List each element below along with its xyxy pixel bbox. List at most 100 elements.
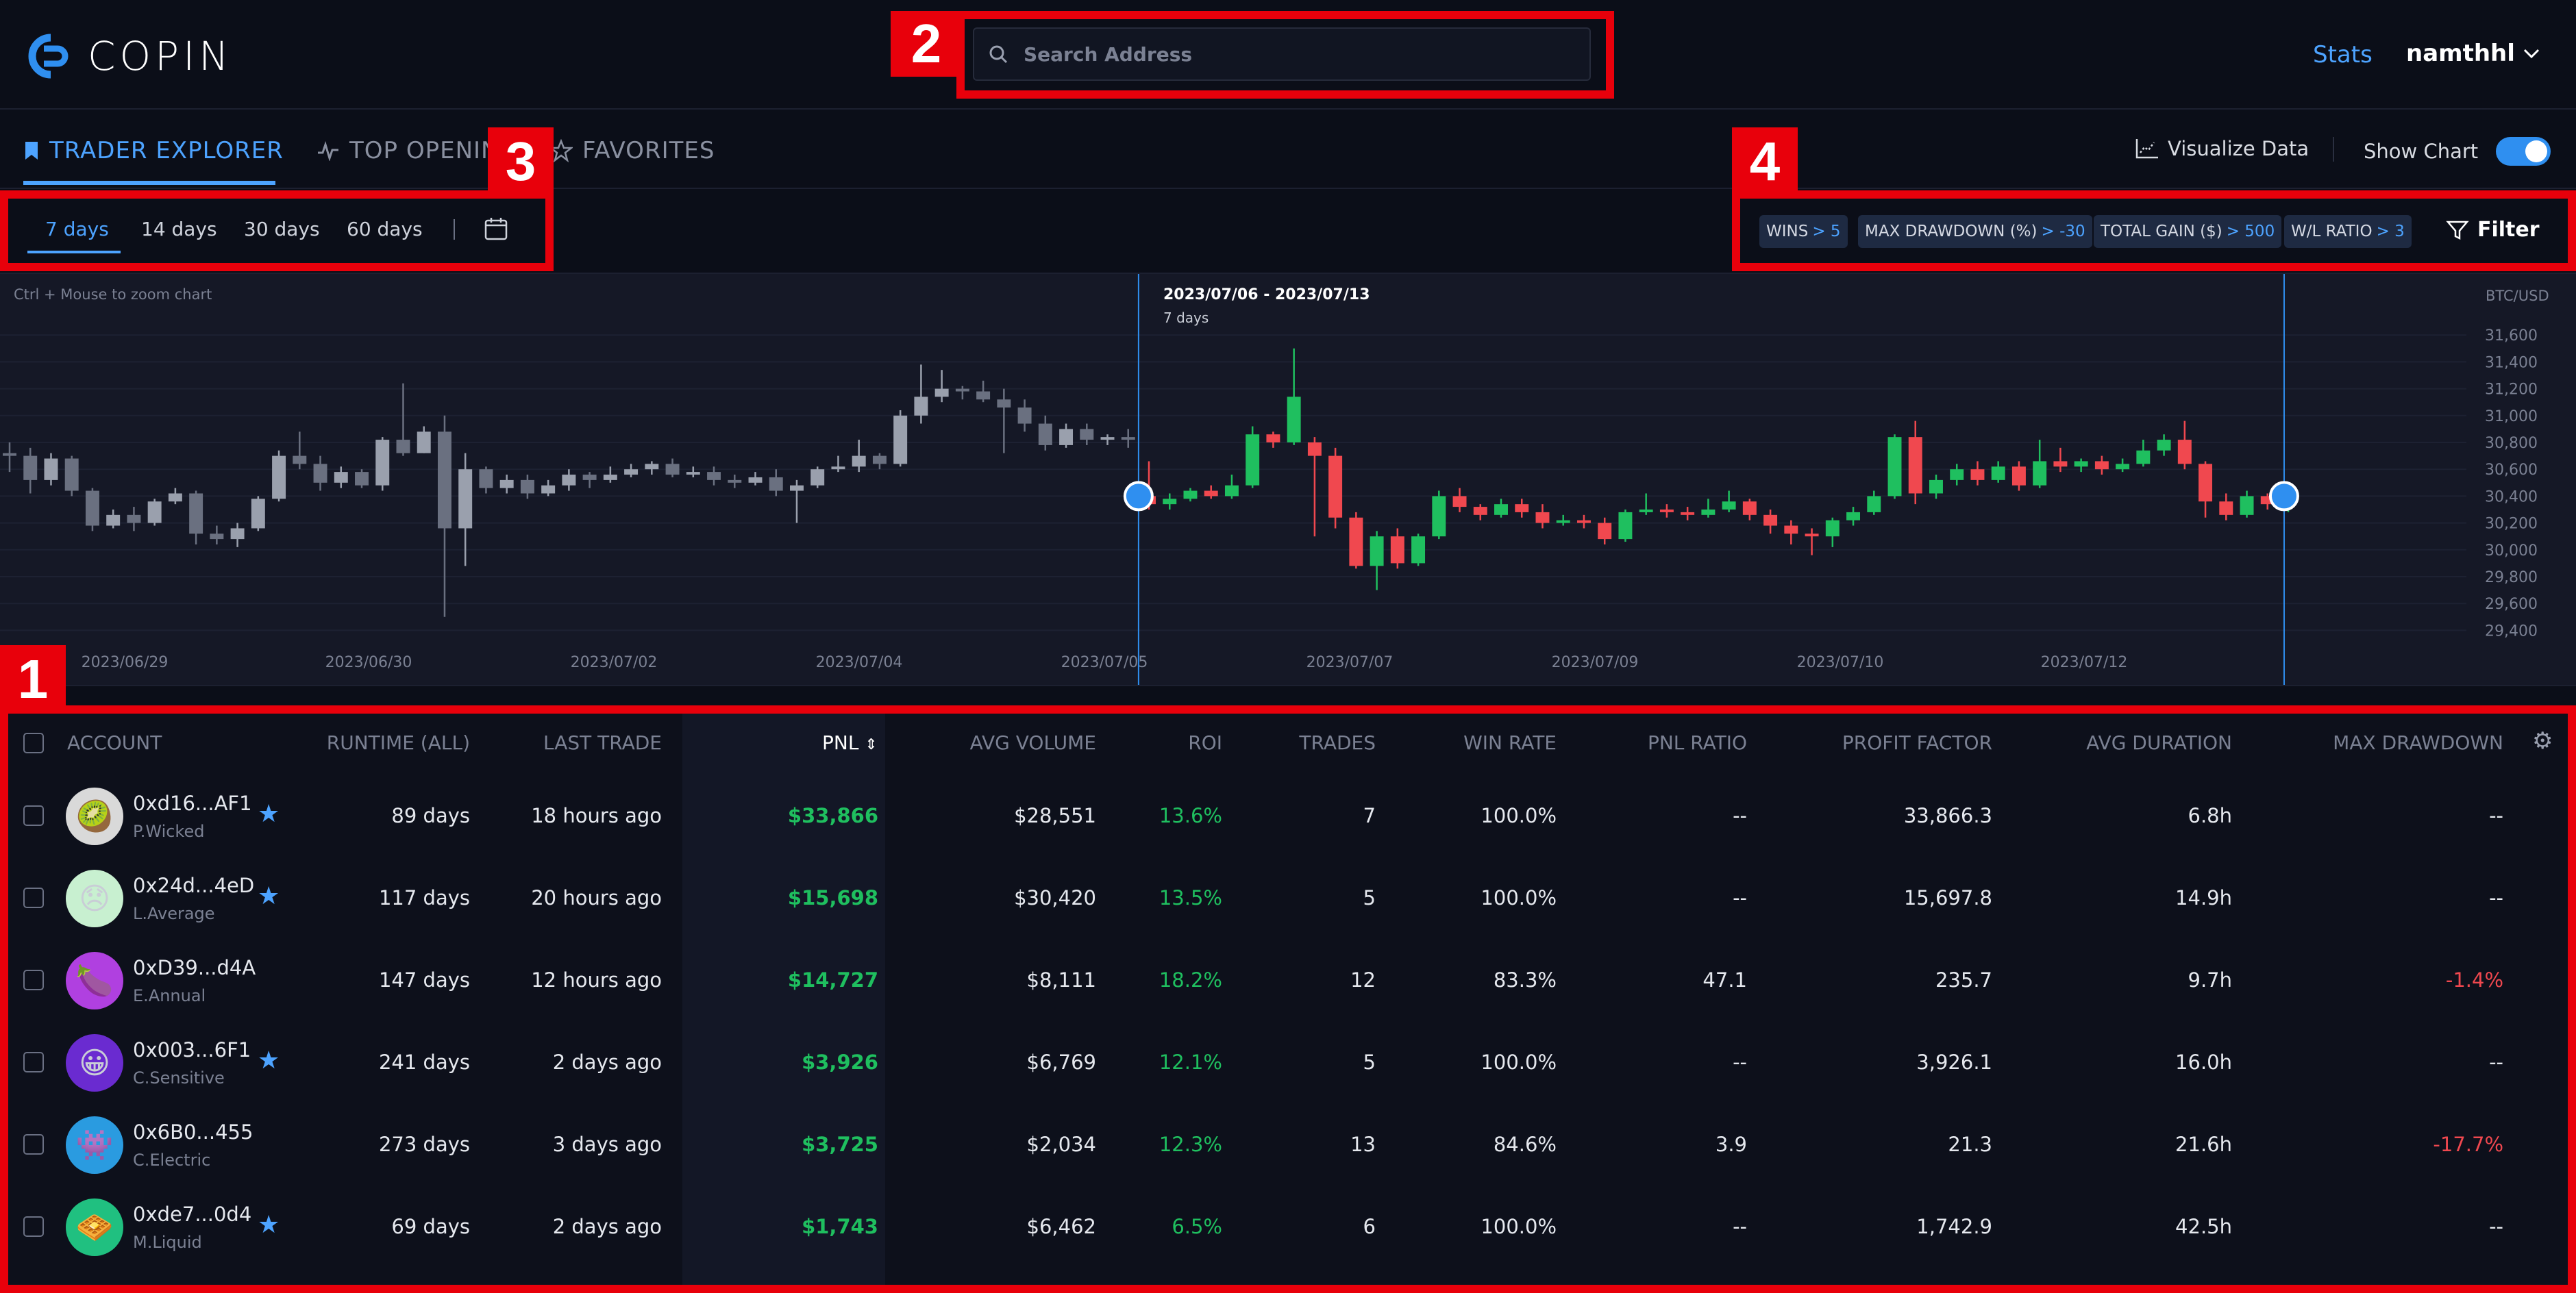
period-7-days[interactable]: 7 days (45, 218, 109, 240)
gear-icon[interactable]: ⚙ (2532, 727, 2553, 755)
calendar-icon[interactable] (484, 216, 508, 241)
cell-max-drawdown: -17.7% (2433, 1133, 2503, 1156)
header-max-drawdown[interactable]: MAX DRAWDOWN (2333, 731, 2503, 754)
header-roi[interactable]: ROI (1188, 731, 1222, 754)
row-checkbox[interactable] (23, 1052, 44, 1072)
trader-address[interactable]: 0xde7...0d4 (133, 1203, 252, 1226)
candle-body (728, 479, 742, 483)
cell-last-trade: 20 hours ago (531, 886, 662, 909)
candle-body (1328, 455, 1343, 518)
cell-profit-factor: 21.3 (1948, 1133, 1992, 1156)
y-tick-label: 30,000 (2485, 542, 2538, 560)
chip-label: MAX DRAWDOWN (%) (1865, 223, 2038, 240)
cell-last-trade: 2 days ago (552, 1051, 662, 1074)
candle-body (1038, 423, 1052, 445)
header-win-rate[interactable]: WIN RATE (1463, 731, 1557, 754)
candlestick-chart[interactable]: 31,600 31,400 31,200 31,000 30,800 30,600 30,4… (0, 274, 2576, 685)
candle-body (3, 453, 16, 456)
row-checkbox[interactable] (23, 1216, 44, 1237)
search-icon (989, 45, 1008, 64)
header-avg-duration[interactable]: AVG DURATION (2086, 731, 2232, 754)
candle-body (44, 458, 58, 480)
avatar[interactable]: 🍆 (66, 952, 123, 1009)
trader-address[interactable]: 0xd16...AF1 (133, 792, 252, 815)
table-row[interactable]: 🍆 0xD39...d4A E.Annual 147 days 12 hours ago… (0, 941, 2576, 1023)
trader-address[interactable]: 0x24d...4eD (133, 874, 255, 897)
candle-body (1659, 510, 1674, 512)
row-checkbox[interactable] (23, 1134, 44, 1155)
table-row[interactable]: 🧇 0xde7...0d4 M.Liquid ★ 69 days 2 days ago $1… (0, 1188, 2576, 1270)
star-icon[interactable]: ★ (258, 1046, 280, 1075)
header-last-trade[interactable]: LAST TRADE (543, 731, 662, 754)
header-pnl-ratio[interactable]: PNL RATIO (1647, 731, 1747, 754)
avatar[interactable]: 🥝 (66, 788, 123, 845)
trader-address[interactable]: 0x003...6F1 (133, 1038, 251, 1062)
annotation-label-2: 2 (891, 11, 962, 77)
row-checkbox[interactable] (23, 970, 44, 990)
tab-trader-explorer[interactable]: TRADER EXPLORER (23, 137, 284, 164)
avatar[interactable]: 👾 (66, 1116, 123, 1174)
candle-body (1080, 429, 1094, 440)
header-pnl[interactable]: PNL ⇕ (822, 731, 878, 754)
candle-body (1515, 504, 1529, 512)
cell-last-trade: 18 hours ago (531, 804, 662, 827)
table-row[interactable]: 😀 0x003...6F1 C.Sensitive ★ 241 days 2 days a… (0, 1023, 2576, 1105)
search-box[interactable] (973, 27, 1591, 81)
filter-chip-max-drawdown[interactable]: MAX DRAWDOWN (%) > -30 (1858, 215, 2092, 248)
tab-favorites[interactable]: FAVORITES (549, 137, 715, 164)
header-profit-factor[interactable]: PROFIT FACTOR (1842, 731, 1992, 754)
period-60-days[interactable]: 60 days (347, 218, 423, 240)
candle-body (1908, 437, 1922, 494)
copin-logo[interactable]: COPIN (23, 33, 233, 79)
candle-body (624, 469, 639, 475)
range-end-handle[interactable] (2268, 481, 2299, 512)
filter-chip-wins[interactable]: WINS > 5 (1759, 215, 1848, 248)
row-checkbox[interactable] (23, 888, 44, 908)
star-icon[interactable]: ★ (258, 800, 280, 828)
main-tabs: TRADER EXPLORER TOP OPENING FAVORITES (0, 112, 2576, 189)
user-menu[interactable]: namthhl (2406, 40, 2541, 67)
divider (2333, 137, 2334, 162)
period-14-days[interactable]: 14 days (141, 218, 217, 240)
avatar[interactable]: 🧇 (66, 1198, 123, 1256)
filter-button[interactable]: Filter (2446, 218, 2540, 242)
price-chart[interactable]: Ctrl + Mouse to zoom chart 2023/07/06 - … (0, 273, 2576, 686)
star-icon[interactable]: ★ (258, 882, 280, 910)
trader-address[interactable]: 0x6B0...455 (133, 1120, 253, 1144)
stats-link[interactable]: Stats (2313, 41, 2373, 68)
cell-avg-duration: 16.0h (2175, 1051, 2232, 1074)
avatar[interactable]: 😀 (66, 1034, 123, 1092)
cell-pnl: $15,698 (787, 886, 878, 909)
candle-body (852, 455, 866, 467)
cell-roi: 18.2% (1159, 968, 1222, 992)
search-input[interactable] (1024, 42, 1544, 66)
avatar[interactable]: 😞 (66, 870, 123, 927)
star-icon[interactable]: ★ (258, 1211, 280, 1239)
cell-runtime: 117 days (378, 886, 470, 909)
cell-avg-volume: $6,462 (1026, 1215, 1096, 1238)
candle-body (189, 493, 203, 534)
table-row[interactable]: 😞 0x24d...4eD L.Average ★ 117 days 20 hours a… (0, 859, 2576, 941)
trader-address[interactable]: 0xD39...d4A (133, 956, 256, 979)
visualize-data-button[interactable]: Visualize Data (2135, 137, 2309, 160)
select-all-checkbox[interactable] (23, 733, 44, 753)
cell-trades: 13 (1350, 1133, 1376, 1156)
filter-chip-total-gain[interactable]: TOTAL GAIN ($) > 500 (2094, 215, 2282, 248)
row-checkbox[interactable] (23, 805, 44, 826)
filter-chip-wl-ratio[interactable]: W/L RATIO > 3 (2284, 215, 2412, 248)
table-row[interactable]: 🥝 0xd16...AF1 P.Wicked ★ 89 days 18 hours ago… (0, 777, 2576, 859)
period-30-days[interactable]: 30 days (244, 218, 320, 240)
show-chart-toggle[interactable] (2496, 137, 2551, 166)
candle-body (1929, 479, 1943, 494)
header-avg-volume[interactable]: AVG VOLUME (969, 731, 1096, 754)
cell-max-drawdown: -1.4% (2445, 968, 2503, 992)
table-row[interactable]: 👾 0x6B0...455 C.Electric 273 days 3 days ago… (0, 1105, 2576, 1188)
candle-body (2177, 440, 2192, 464)
range-start-handle[interactable] (1123, 481, 1154, 512)
candle-body (64, 458, 79, 491)
cell-avg-duration: 9.7h (2188, 968, 2233, 992)
candle-body (831, 466, 845, 470)
header-trades[interactable]: TRADES (1299, 731, 1376, 754)
header-runtime[interactable]: RUNTIME (ALL) (326, 731, 470, 754)
cell-profit-factor: 1,742.9 (1916, 1215, 1992, 1238)
